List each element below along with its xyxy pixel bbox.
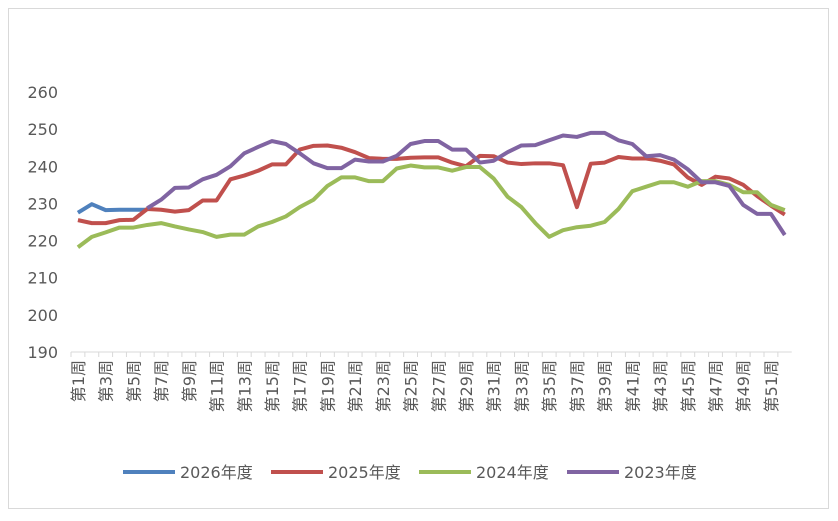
x-tick-label: 第35周 [540,360,559,412]
y-tick-label: 220 [27,232,58,251]
x-tick-label: 第33周 [512,360,531,412]
x-tick-label: 第25周 [402,360,421,412]
y-tick-label: 240 [27,157,58,176]
x-tick-label: 第7周 [152,360,171,402]
x-tick-label: 第39周 [596,360,615,412]
y-tick-label: 260 [27,83,58,102]
x-tick-label: 第43周 [651,360,670,412]
y-tick-label: 250 [27,120,58,139]
legend-label: 2026年度 [180,463,253,482]
line-series [76,163,786,249]
legend-label: 2023年度 [624,463,697,482]
x-tick-label: 第47周 [706,360,725,412]
x-tick-label: 第19周 [318,360,337,412]
x-tick-label: 第21周 [346,360,365,412]
x-tick-label: 第49周 [734,360,753,412]
x-tick-label: 第51周 [762,360,781,412]
x-tick-label: 第17周 [291,360,310,412]
x-tick-label: 第37周 [568,360,587,412]
line-series [76,202,148,215]
x-tick-label: 第3周 [97,360,116,402]
legend-label: 2024年度 [476,463,549,482]
line-series [146,130,787,237]
x-tick-label: 第29周 [457,360,476,412]
y-tick-label: 190 [27,343,58,362]
line-series [77,143,786,226]
x-tick-label: 第41周 [623,360,642,412]
y-tick-label: 200 [27,306,58,325]
y-tick-label: 210 [27,269,58,288]
x-tick-label: 第15周 [263,360,282,412]
y-tick-label: 230 [27,194,58,213]
x-tick-label: 第27周 [429,360,448,412]
x-tick-label: 第31周 [485,360,504,412]
x-tick-label: 第13周 [235,360,254,412]
x-tick-label: 第9周 [180,360,199,402]
x-tick-label: 第5周 [124,360,143,402]
x-tick-label: 第23周 [374,360,393,412]
chart-border [8,8,829,509]
legend-label: 2025年度 [328,463,401,482]
x-tick-label: 第11周 [208,360,227,412]
x-tick-label: 第45周 [679,360,698,412]
x-tick-label: 第1周 [69,360,88,402]
